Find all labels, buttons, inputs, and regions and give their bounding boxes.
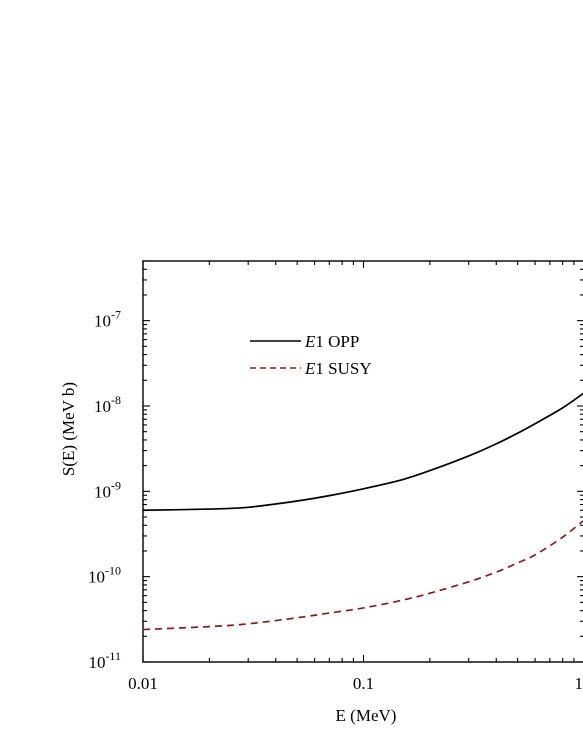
legend: E1 OPP E1 SUSY: [250, 332, 372, 378]
x-tick-label: 0.1: [353, 674, 374, 693]
series-line-e1-opp: [142, 392, 583, 512]
series-line-e1-susy: [142, 519, 583, 631]
legend-label-susy: E1 SUSY: [304, 359, 372, 378]
plot-frame: [142, 260, 583, 663]
x-axis-title: E (MeV): [336, 706, 397, 725]
y-tick-label: 10-8: [94, 393, 121, 416]
x-tick-label: 1: [575, 674, 583, 693]
y-tick-label: 10-10: [88, 564, 121, 587]
data-series: [142, 392, 583, 631]
axis-tick-labels: 0.01 0.1 1 10-11 10-10 10-9 10-8 10-7: [88, 308, 583, 693]
y-axis-title: S(E) (MeV b): [59, 382, 78, 476]
x-tick-label: 0.01: [128, 674, 158, 693]
y-tick-label: 10-7: [94, 308, 121, 331]
legend-label-opp: E1 OPP: [304, 332, 359, 351]
axis-ticks: [142, 260, 583, 663]
plot-area: [142, 260, 583, 663]
y-tick-label: 10-9: [94, 478, 121, 501]
y-tick-label: 10-11: [88, 649, 121, 672]
